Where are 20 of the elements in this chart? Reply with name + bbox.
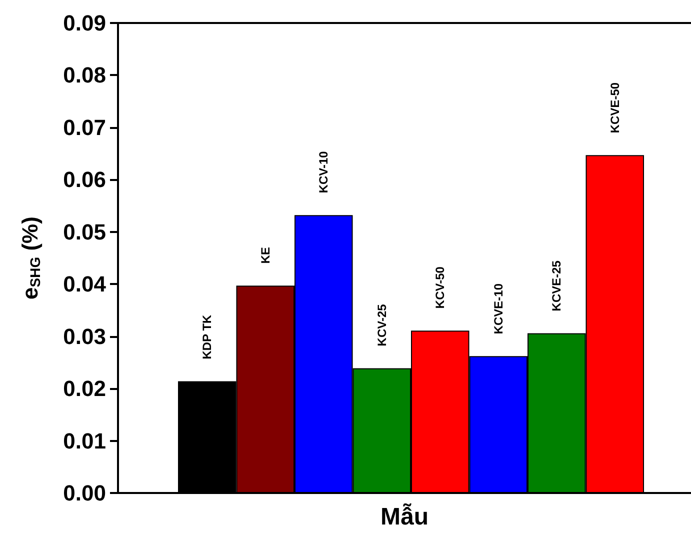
x-tick-label: KCVE-25	[550, 260, 564, 312]
y-tick-label: 0.05	[63, 219, 106, 244]
x-tick-label: KCVE-50	[608, 82, 622, 134]
y-tick-label: 0.04	[63, 272, 107, 297]
y-tick-label: 0.07	[63, 114, 106, 140]
x-tick-label: KE	[258, 247, 272, 264]
y-tick-label: 0.02	[63, 376, 106, 402]
x-axis-title: Mẫu	[380, 502, 428, 530]
y-tick-label: 0.01	[63, 428, 106, 454]
y-tick-label: 0.09	[63, 10, 106, 36]
y-axis-title: eSHG (%)	[18, 216, 43, 300]
x-tick-label: KCVE-10	[491, 283, 506, 334]
x-tick-label: KCV-10	[316, 150, 331, 194]
y-tick-label: 0.00	[63, 480, 106, 506]
y-tick-label: 0.08	[63, 62, 106, 88]
y-tick-label: 0.03	[63, 324, 106, 349]
x-tick-label: KDP TK	[200, 314, 214, 360]
x-tick-label: KCV-25	[374, 304, 389, 346]
x-tick-label: KCV-50	[433, 266, 448, 309]
y-tick-label: 0.06	[63, 167, 106, 192]
